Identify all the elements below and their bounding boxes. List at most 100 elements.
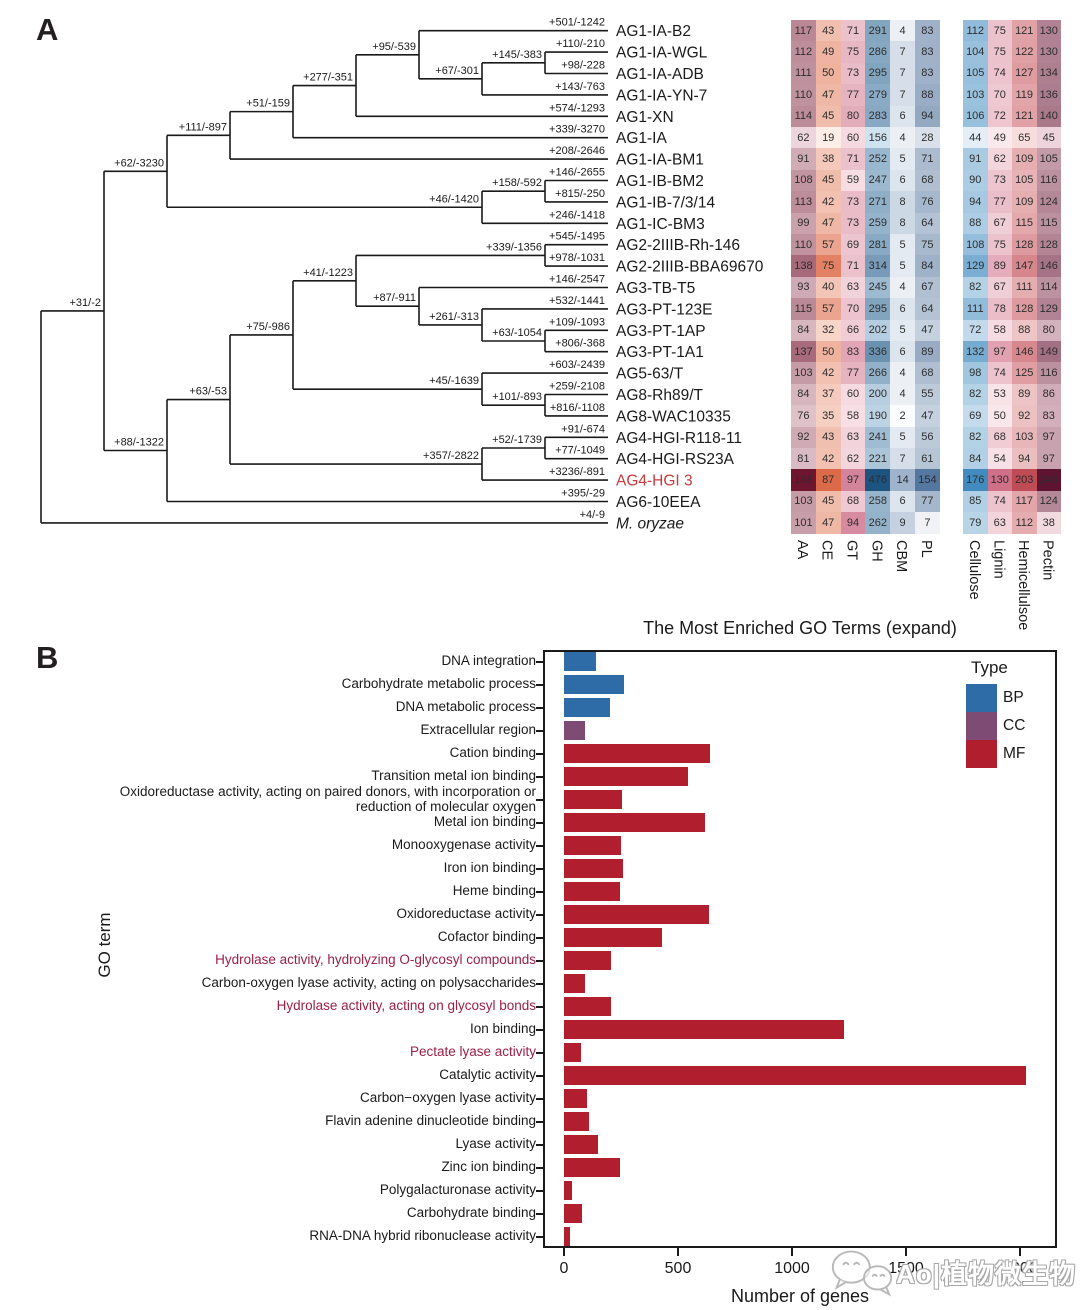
heatmap-cell: 59 (840, 169, 866, 192)
heatmap-cell: 50 (987, 405, 1012, 427)
heatmap-cell: 40 (815, 276, 841, 299)
panel-b-label: B (36, 640, 59, 675)
y-axis-tick (536, 913, 543, 916)
heatmap-cell: 140 (1036, 105, 1061, 127)
heatmap-cell: 134 (1036, 62, 1061, 85)
heatmap-cell: 113 (791, 191, 816, 213)
heatmap-cell: 83 (915, 41, 940, 63)
heatmap-cell: 286 (865, 41, 891, 63)
watermark-text: Ao|植物微生物 (896, 1258, 1076, 1289)
heatmap-cell: 104 (963, 41, 988, 63)
heatmap-cell: 73 (840, 191, 866, 213)
branch-support-label: +978/-1031 (549, 252, 605, 264)
heatmap-cell: 47 (915, 319, 940, 341)
taxon-label: AG2-2IIIB-Rh-146 (616, 237, 740, 254)
heatmap-cell: 83 (915, 62, 940, 85)
bar (564, 1020, 845, 1039)
heatmap-cell: 93 (791, 276, 816, 299)
taxon-label: M. oryzae (616, 515, 684, 532)
heatmap-cell: 90 (963, 169, 988, 192)
heatmap-cell: 71 (840, 20, 866, 42)
bar (564, 744, 710, 763)
heatmap-cell: 127 (1012, 62, 1037, 85)
branch-support-label: +63/-53 (189, 386, 227, 398)
heatmap-cell: 88 (1012, 319, 1037, 341)
heatmap-cell: 45 (815, 105, 841, 127)
y-axis-tick (536, 706, 543, 709)
heatmap-cell: 92 (791, 426, 816, 448)
heatmap-cell: 94 (1012, 448, 1037, 470)
heatmap-cell: 241 (865, 426, 891, 448)
heatmap-cell: 68 (987, 426, 1012, 448)
heatmap-cell: 247 (865, 169, 891, 192)
heatmap-cell: 109 (1012, 191, 1037, 213)
go-term-label: Flavin adenine dinucleotide binding (325, 1113, 536, 1129)
heatmap-cell: 60 (840, 127, 866, 149)
watermark: Ao|植物微生物 (826, 1246, 1076, 1298)
go-term-label: Monooxygenase activity (391, 837, 536, 853)
heatmap-cell: 62 (840, 448, 866, 470)
heatmap-cell: 72 (987, 105, 1012, 127)
branch-support-label: +101/-893 (492, 391, 542, 403)
heatmap-cell: 82 (963, 426, 988, 448)
branch-support-label: +339/-1356 (486, 241, 542, 253)
heatmap-cell: 91 (963, 148, 988, 170)
go-term-label: Hydrolase activity, acting on glycosyl b… (276, 998, 536, 1014)
y-axis-tick (536, 729, 543, 732)
heatmap-cell: 124 (1036, 490, 1061, 513)
taxon-label: AG1-IA-ADB (616, 66, 704, 83)
heatmap-cell: 47 (915, 405, 940, 427)
heatmap-cell: 75 (987, 41, 1012, 63)
taxon-label: AG1-IA (616, 130, 667, 147)
branch-support-label: +816/-1108 (550, 402, 605, 414)
branch-support-label: +259/-2108 (549, 381, 605, 393)
bar (564, 859, 624, 878)
heatmap-cell: 89 (915, 341, 940, 363)
y-axis-tick (536, 1028, 543, 1031)
heatmap-cell: 5 (890, 319, 915, 341)
go-term-label: Carbohydrate binding (406, 1205, 536, 1221)
go-term-label: Cation binding (449, 745, 536, 761)
heatmap-cell: 295 (865, 62, 891, 85)
taxon-label: AG3-PT-1A1 (616, 344, 704, 361)
bar (564, 1227, 570, 1246)
heatmap-cell: 8 (890, 212, 915, 234)
heatmap-column-label: GT (843, 539, 860, 560)
heatmap-cell: 38 (1036, 512, 1061, 534)
heatmap-cell: 314 (865, 255, 891, 277)
heatmap-cell: 68 (915, 362, 940, 384)
branch-support-label: +52/-1739 (492, 434, 542, 446)
taxon-label: AG4-HGI-RS23A (616, 451, 735, 468)
heatmap-cell: 77 (987, 191, 1012, 213)
heatmap-cell: 117 (791, 20, 816, 42)
heatmap-cell: 5 (890, 148, 915, 170)
branch-support-label: +261/-313 (429, 311, 479, 323)
heatmap-cell: 45 (815, 490, 841, 513)
heatmap-cell: 149 (1036, 341, 1061, 363)
y-axis-tick (536, 890, 543, 893)
wechat-logo-icon (831, 1250, 893, 1297)
heatmap-cell: 109 (1012, 148, 1037, 170)
heatmap-cell: 84 (963, 448, 988, 470)
legend-swatch-mf (966, 740, 997, 768)
y-axis-tick (536, 1005, 543, 1008)
legend-swatch-cc (966, 712, 997, 740)
heatmap-cell: 75 (915, 234, 940, 256)
heatmap-column-label: Pectin (1039, 539, 1056, 580)
heatmap-cell: 252 (865, 148, 891, 170)
heatmap-cell: 8 (890, 191, 915, 213)
heatmap-cell: 88 (915, 84, 940, 106)
heatmap-cell: 37 (815, 383, 841, 406)
x-axis-tick (905, 1248, 907, 1256)
heatmap-cell: 4 (890, 20, 915, 42)
heatmap-cell: 106 (963, 105, 988, 127)
heatmap-cell: 7 (890, 448, 915, 470)
legend-label-cc: CC (1003, 717, 1026, 734)
heatmap-cell: 115 (1012, 212, 1037, 234)
heatmap-cell: 2 (890, 405, 915, 427)
go-term-label: Ion binding (469, 1021, 536, 1037)
heatmap-cell: 103 (791, 362, 816, 384)
heatmap-cell: 128 (1012, 234, 1037, 256)
heatmap-cell: 28 (915, 127, 940, 149)
heatmap-cell: 81 (791, 448, 816, 470)
